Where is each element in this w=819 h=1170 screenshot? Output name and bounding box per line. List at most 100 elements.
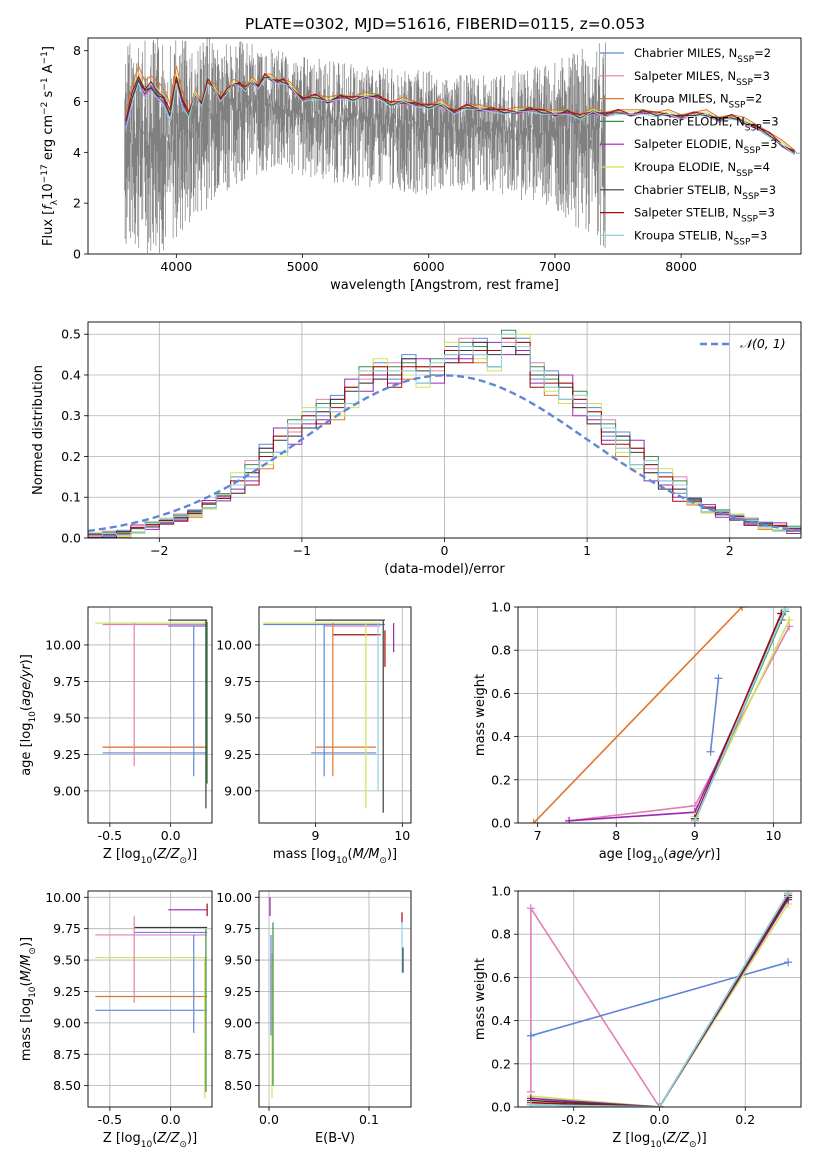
y-tick-label: 9.75 xyxy=(53,921,81,936)
label-part: =3 xyxy=(758,206,775,220)
y-tick-label: 0.4 xyxy=(61,367,81,382)
x-axis-label: Z [log10(Z/Z⊙)] xyxy=(103,1131,197,1150)
plot-area xyxy=(263,619,395,813)
weight-line-5 xyxy=(694,613,783,820)
y-tick-label: 8.50 xyxy=(224,1078,252,1093)
y-tick-label: 9.25 xyxy=(224,747,252,762)
y-tick-label: 4 xyxy=(73,145,81,160)
y-tick-label: 9.50 xyxy=(53,710,81,725)
x-tick-label: 10 xyxy=(766,828,782,843)
label-part: age [log xyxy=(599,847,652,862)
label-part: )] xyxy=(387,847,397,862)
label-part: Z [log xyxy=(612,1131,650,1146)
x-tick-label: 0.0 xyxy=(650,1112,670,1127)
y-tick-label: 0.0 xyxy=(61,531,81,546)
label-part: SSP xyxy=(741,215,758,225)
label-part: 10 xyxy=(141,856,153,866)
axes: 4000 5000 6000 7000 8000 0 2 4 6 8 wavelength [Ang… xyxy=(40,43,697,293)
axes-frame xyxy=(258,890,412,1108)
label-part: SSP xyxy=(736,169,753,179)
label-part: Chabrier ELODIE, N xyxy=(634,114,745,128)
y-tick-label: 10.00 xyxy=(216,890,252,905)
weight-line-1 xyxy=(569,626,790,822)
x-tick-label: −2 xyxy=(150,543,168,558)
axes-frame xyxy=(258,606,412,824)
label-part: ] xyxy=(41,46,56,51)
label-part: ( xyxy=(152,847,157,862)
axes-frame xyxy=(517,606,802,824)
x-axis-label: wavelength [Angstrom, rest frame] xyxy=(330,278,559,293)
label-part: Chabrier MILES, N xyxy=(634,46,737,60)
plot-area xyxy=(95,903,208,1099)
label-part: ⊙ xyxy=(179,856,187,866)
y-tick-label: 0.8 xyxy=(491,927,511,942)
label-part: ⊙ xyxy=(689,1140,697,1150)
label-part: age/yr xyxy=(668,847,711,862)
y-tick-label: 10.00 xyxy=(45,637,81,652)
label-part: =3 xyxy=(762,114,779,128)
axes-frame xyxy=(87,37,802,255)
panel-mass-vs-Z: -0.5 0.0 8.50 8.75 9.00 9.25 9.50 9.75 10.00 Z [l… xyxy=(19,890,213,1150)
grid xyxy=(518,606,801,824)
y-tick-label: 0.2 xyxy=(491,1056,511,1071)
x-tick-label: 0.0 xyxy=(161,1112,181,1127)
y-tick-label: 0.4 xyxy=(491,729,511,744)
label-part: s xyxy=(41,90,56,101)
label-part: SSP xyxy=(745,123,762,133)
label-part: 10 xyxy=(336,856,348,866)
label-part: =2 xyxy=(754,46,771,60)
y-tick-label: 9.25 xyxy=(53,747,81,762)
label-part: mass weight xyxy=(473,958,488,1040)
y-tick-label: 9.50 xyxy=(224,953,252,968)
model-spectrum-8 xyxy=(125,78,796,156)
y-tick-label: 0.6 xyxy=(491,970,511,985)
weight-marker xyxy=(706,747,715,756)
y-tick-label: 9.25 xyxy=(224,984,252,999)
legend-label-1: Salpeter MILES, NSSP=3 xyxy=(634,69,770,88)
y-tick-label: 1.0 xyxy=(491,600,511,615)
normal-curve xyxy=(88,374,801,533)
y-tick-label: 8.50 xyxy=(53,1078,81,1093)
weight-line-8 xyxy=(709,678,720,752)
legend-label-3: Chabrier ELODIE, NSSP=3 xyxy=(634,114,779,133)
axes-frame xyxy=(87,321,802,539)
label-part: Z [log xyxy=(103,847,141,862)
plot-area xyxy=(95,619,208,809)
label-part: mass [log xyxy=(273,847,336,862)
x-tick-label: 0.0 xyxy=(259,1112,279,1127)
y-tick-label: 10.00 xyxy=(45,890,81,905)
y-tick-label: 9.50 xyxy=(53,953,81,968)
weight-marker xyxy=(526,1031,535,1040)
label-part: ( xyxy=(152,1131,157,1146)
y-tick-label: 9.25 xyxy=(53,984,81,999)
weight-marker xyxy=(690,816,699,823)
x-tick-label: 2 xyxy=(726,543,734,558)
label-part: Kroupa STELIB, N xyxy=(634,228,734,242)
grid xyxy=(88,891,212,1107)
x-tick-label: 1 xyxy=(583,543,591,558)
y-tick-label: 0.0 xyxy=(491,816,511,831)
x-axis-label: age [log10(age/yr)] xyxy=(599,847,721,866)
plot-area xyxy=(88,329,801,538)
weight-marker xyxy=(526,904,535,913)
label-part: Kroupa MILES, N xyxy=(634,92,729,106)
axes-frame xyxy=(87,606,213,824)
label-part: M/M xyxy=(19,955,34,982)
weight-marker xyxy=(655,1103,664,1107)
x-tick-label: −1 xyxy=(293,543,311,558)
weight-marker xyxy=(529,819,538,823)
y-tick-label: 0 xyxy=(73,247,81,262)
weight-marker xyxy=(784,891,793,898)
x-axis-label: mass [log10(M/M⊙)] xyxy=(273,847,397,866)
label-part: wavelength [Angstrom, rest frame] xyxy=(330,278,559,293)
label-part: age [log xyxy=(19,723,34,776)
weight-marker xyxy=(526,1100,535,1107)
label-part: =3 xyxy=(750,228,767,242)
label-part: Z/Z xyxy=(156,847,180,862)
x-axis-label: (data-model)/error xyxy=(384,562,505,577)
y-tick-label: 6 xyxy=(73,94,81,109)
axes: 0.0 0.1 8.50 8.75 9.00 9.25 9.50 9.75 10.00 E(B-V… xyxy=(216,890,379,1146)
label-part: )] xyxy=(697,1131,707,1146)
